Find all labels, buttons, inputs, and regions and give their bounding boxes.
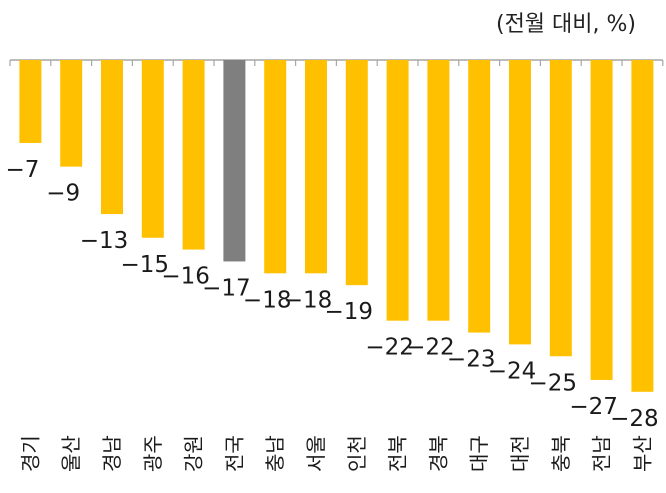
data-label: −16 <box>161 264 210 290</box>
category-label: 강원 <box>182 435 206 472</box>
category-label: 전국 <box>222 435 246 472</box>
bar-경남 <box>101 60 123 215</box>
bar-대전 <box>509 60 531 345</box>
data-label: −23 <box>447 347 496 373</box>
data-label: −9 <box>46 181 80 207</box>
category-label: 광주 <box>141 435 165 472</box>
data-label: −7 <box>5 157 39 183</box>
category-label: 인천 <box>345 435 369 472</box>
bar-전남 <box>590 60 613 380</box>
category-label: 경남 <box>100 435 124 472</box>
data-label: −15 <box>121 252 170 278</box>
category-label: 충북 <box>549 435 573 472</box>
data-label: −28 <box>610 406 659 432</box>
category-label: 전북 <box>386 435 410 472</box>
data-label: −13 <box>80 228 129 254</box>
bar-강원 <box>182 60 205 250</box>
data-label: −18 <box>284 287 333 313</box>
category-label: 울산 <box>59 435 83 472</box>
data-label: −18 <box>243 287 292 313</box>
bar-서울 <box>305 60 327 274</box>
category-label: 부산 <box>630 435 654 472</box>
category-label: 서울 <box>304 435 328 472</box>
bar-전국 <box>223 60 246 262</box>
bar-전북 <box>386 60 409 321</box>
data-label: −19 <box>325 299 374 325</box>
bar-광주 <box>141 60 164 238</box>
data-label: −22 <box>365 335 414 361</box>
bar-충북 <box>549 60 572 357</box>
data-label: −24 <box>488 358 537 384</box>
bar-울산 <box>60 60 83 167</box>
bar-인천 <box>345 60 368 286</box>
bar-부산 <box>631 60 654 392</box>
data-label: −25 <box>529 370 578 396</box>
data-label: −27 <box>569 394 618 420</box>
category-label: 대구 <box>467 435 491 472</box>
category-label: 대전 <box>508 435 532 472</box>
unit-label: (전월 대비, %) <box>495 12 636 37</box>
bar-경북 <box>427 60 450 321</box>
category-label: 경북 <box>426 435 450 472</box>
data-label: −22 <box>406 335 455 361</box>
data-label: −17 <box>202 275 251 301</box>
category-label: 경기 <box>18 435 42 472</box>
category-label: 충남 <box>263 435 287 472</box>
bar-대구 <box>468 60 491 333</box>
bar-경기 <box>19 60 42 143</box>
category-label: 전남 <box>590 435 614 472</box>
bar-충남 <box>264 60 287 274</box>
